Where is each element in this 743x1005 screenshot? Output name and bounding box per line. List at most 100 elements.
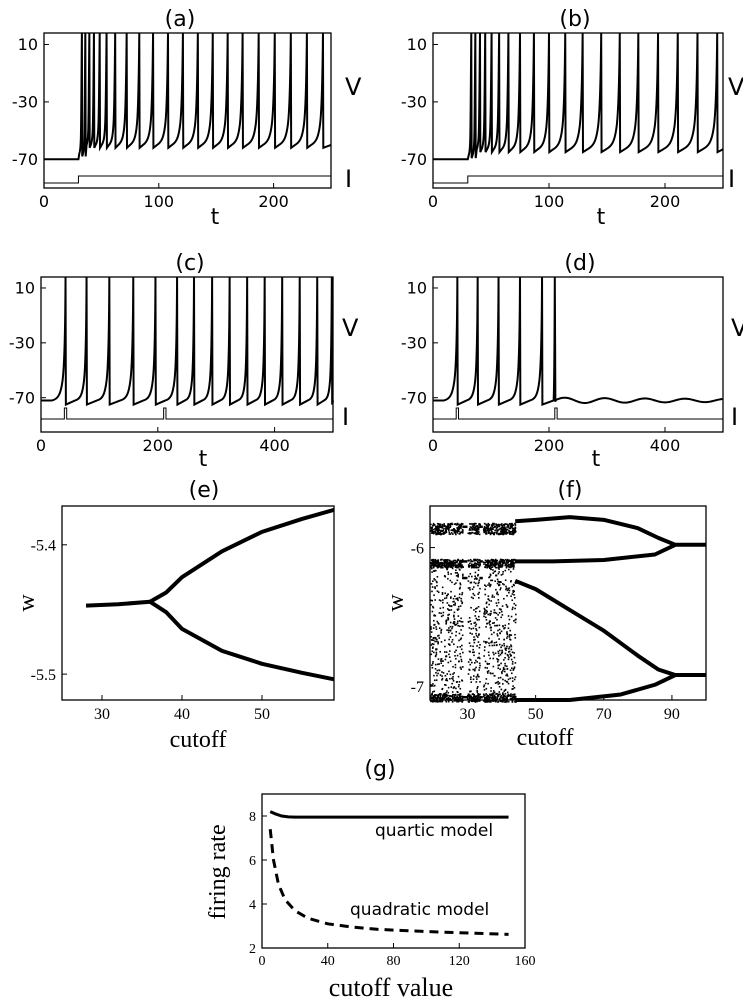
panel-f-scatter-point [456, 530, 458, 532]
panel-f-scatter-point [457, 526, 460, 528]
panel-f-scatter-point [500, 565, 503, 568]
panel-f-scatter-point [439, 693, 442, 696]
panel-f-scatter-point [496, 681, 498, 684]
panel-f-scatter-point [488, 603, 490, 606]
panel-f-scatter-point [446, 608, 449, 610]
panel-f-scatter-point [489, 532, 492, 534]
panel-f-scatter-point [487, 670, 490, 672]
panel-f-scatter-point [474, 668, 476, 670]
panel-f-scatter-point [436, 575, 439, 578]
panel-f-scatter-point [462, 573, 464, 576]
panel-f-scatter-point [461, 575, 464, 577]
panel-f-scatter-point [467, 621, 470, 623]
panel-f-scatter-point [503, 668, 506, 671]
panel-f-scatter-point [478, 634, 480, 636]
panel-b-xtick-label: 100 [534, 192, 565, 211]
panel-f-scatter-point [511, 559, 513, 561]
panel-f-scatter-point [461, 528, 464, 531]
panel-f-scatter-point [440, 529, 443, 532]
panel-f-scatter-point [498, 568, 500, 570]
panel-f-scatter-point [431, 691, 434, 693]
panel-f-scatter-point [441, 524, 444, 527]
panel-f-scatter-point [484, 584, 486, 586]
panel-f-scatter-point [434, 532, 436, 534]
panel-f-scatter-point [460, 566, 463, 569]
panel-f-scatter-point [483, 611, 486, 614]
panel-f-scatter-point [469, 528, 471, 530]
panel-f-scatter-point [473, 566, 475, 569]
panel-f-scatter-point [445, 698, 448, 701]
panel-f-scatter-point [458, 632, 461, 635]
panel-f-scatter-point [492, 665, 495, 668]
panel-f-scatter-point [443, 692, 445, 695]
panel-f-scatter-point [457, 559, 460, 562]
panel-f-scatter-point [512, 561, 514, 563]
panel-f-scatter-point [508, 529, 510, 532]
panel-d-ytick-label: -30 [401, 334, 427, 353]
panel-f-scatter-point [471, 531, 473, 534]
panel-f-scatter-point [432, 627, 435, 629]
panel-f-scatter-point [494, 611, 496, 614]
panel-f-scatter-point [455, 696, 457, 699]
panel-f-scatter-point [454, 531, 457, 533]
panel-f-scatter-point [493, 524, 495, 526]
panel-f-scatter-point [458, 587, 461, 590]
panel-f-scatter-point [503, 597, 505, 600]
panel-f-scatter-point [505, 585, 507, 588]
panel-f-scatter-point [514, 527, 516, 530]
panel-f-scatter-point [449, 526, 451, 529]
panel-f-scatter-point [514, 696, 517, 698]
panel-f-scatter-point [468, 701, 470, 703]
panel-f-scatter-point [433, 690, 436, 693]
panel-f-scatter-point [497, 629, 499, 632]
panel-f-scatter-point [483, 688, 486, 691]
panel-f-scatter-point [510, 580, 512, 582]
panel-f-scatter-point [453, 620, 455, 623]
panel-f-scatter-point [449, 677, 451, 680]
panel-f-scatter-point [486, 622, 489, 625]
panel-f-scatter-point [443, 524, 445, 527]
panel-f-scatter-point [512, 589, 514, 592]
panel-f-scatter-point [504, 523, 507, 525]
panel-f-scatter-point [501, 614, 504, 616]
panel-f-scatter-point [505, 696, 508, 699]
panel-f-scatter-point [509, 669, 512, 672]
panel-f-scatter-point [449, 699, 452, 701]
panel-f-scatter-point [498, 524, 501, 527]
panel-f-scatter-point [459, 532, 461, 535]
panel-f-scatter-point [461, 701, 464, 703]
panel-f-scatter-point [455, 533, 457, 536]
panel-f-scatter-point [472, 645, 474, 648]
panel-f-scatter-point [503, 659, 505, 661]
panel-f-scatter-point [470, 628, 473, 630]
panel-f-scatter-point [455, 649, 457, 652]
panel-f-scatter-point [483, 615, 485, 618]
panel-f-scatter-point [507, 654, 509, 657]
panel-f-scatter-point [493, 533, 495, 536]
panel-f-scatter-point [508, 527, 511, 530]
panel-f-scatter-point [469, 523, 471, 525]
panel-f-scatter-point [449, 562, 451, 565]
panel-f-scatter-point [450, 695, 453, 698]
panel-f-scatter-point [504, 679, 506, 682]
panel-f-scatter-point [454, 694, 457, 696]
panel-b-xtick-label: 0 [428, 192, 438, 211]
panel-f-scatter-point [431, 599, 433, 602]
panel-f-scatter-point [474, 525, 477, 528]
panel-f-scatter-point [458, 561, 461, 563]
panel-f-scatter-point [433, 674, 435, 677]
panel-f-scatter-point [492, 560, 495, 563]
panel-f-scatter-point [476, 525, 478, 527]
panel-f-scatter-point [497, 650, 500, 653]
panel-f-scatter-point [444, 560, 447, 563]
panel-f-scatter-point [445, 620, 447, 622]
panel-f-scatter-point [435, 580, 438, 583]
panel-f-scatter-point [506, 635, 509, 638]
panel-f-scatter-point [430, 527, 432, 529]
panel-f-scatter-point [501, 651, 503, 653]
panel-f-scatter-point [432, 700, 434, 703]
panel-d-current-label: I [731, 403, 738, 431]
panel-f-scatter-point [478, 533, 481, 536]
